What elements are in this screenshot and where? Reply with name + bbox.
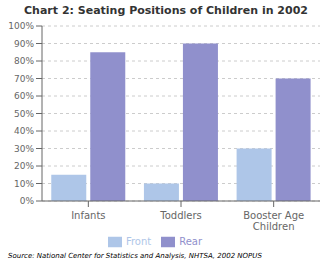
svg-text:40%: 40% — [14, 126, 34, 136]
svg-text:70%: 70% — [14, 74, 34, 84]
html-text:Front: Front — [125, 236, 152, 247]
html-text:Chart 2: Seating Positions of: Chart 2: Seating Positions of Children i… — [24, 4, 308, 17]
svg-text:20%: 20% — [14, 161, 34, 171]
svg-text:Toddlers: Toddlers — [159, 210, 201, 221]
svg-text:Booster AgeChildren: Booster AgeChildren — [243, 210, 304, 232]
svg-text:10%: 10% — [14, 179, 34, 189]
svg-text:50%: 50% — [14, 109, 34, 119]
svg-text:80%: 80% — [14, 56, 34, 66]
svg-text:90%: 90% — [14, 39, 34, 49]
html-text:Rear: Rear — [179, 236, 203, 247]
svg-text:60%: 60% — [14, 91, 34, 101]
html-text:Source: National Center for St: Source: National Center for Statistics a… — [8, 252, 262, 260]
svg-text:0%: 0% — [20, 196, 35, 206]
svg-text:100%: 100% — [8, 22, 34, 31]
svg-text:Infants: Infants — [71, 210, 105, 221]
svg-text:30%: 30% — [14, 144, 34, 154]
